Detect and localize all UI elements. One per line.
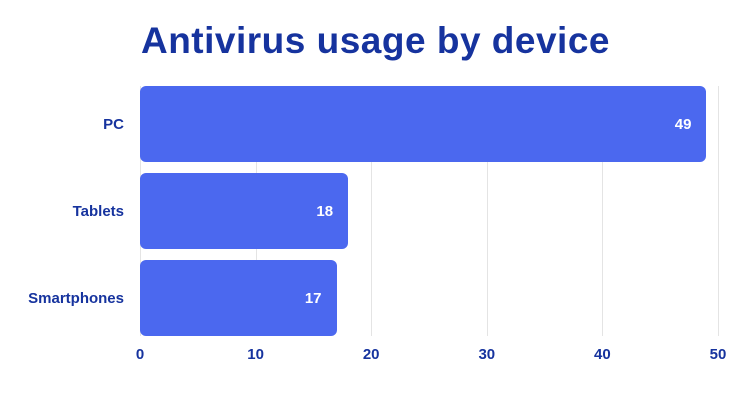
bar-value-label: 49 (674, 115, 692, 133)
gridline (718, 86, 719, 336)
category-label: PC (103, 115, 124, 133)
bars-container: 49 18 17 (140, 86, 718, 336)
bar-value-label: 18 (316, 202, 334, 220)
category-axis: PC Tablets Smartphones (0, 86, 140, 336)
x-tick-label: 30 (478, 346, 496, 363)
chart-title: Antivirus usage by device (140, 20, 610, 61)
x-tick-label: 20 (362, 346, 380, 363)
bar-row: 18 (140, 173, 718, 249)
plot-area: 49 18 17 (140, 86, 719, 336)
bar: 49 (140, 86, 707, 162)
x-tick-label: 50 (709, 346, 727, 363)
gridline (371, 86, 373, 336)
chart-area: PC Tablets Smartphones 49 18 17 (0, 86, 751, 336)
category-label: Smartphones (28, 289, 124, 307)
gridline (602, 86, 604, 336)
x-tick-label: 40 (594, 346, 611, 363)
x-tick-label: 0 (135, 346, 145, 363)
x-tick-label: 10 (247, 346, 264, 363)
gridline (486, 86, 488, 336)
bar-row: 49 (140, 86, 718, 162)
bar-value-label: 17 (304, 289, 322, 307)
bar: 17 (140, 260, 337, 336)
bar-row: 17 (140, 260, 718, 336)
bar: 18 (140, 173, 349, 249)
category-label: Tablets (72, 202, 124, 220)
x-axis: 0 10 20 30 40 50 (136, 336, 727, 370)
